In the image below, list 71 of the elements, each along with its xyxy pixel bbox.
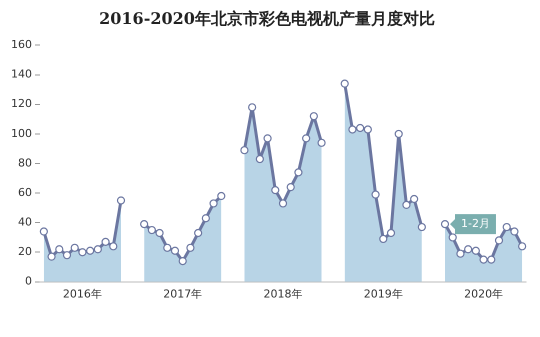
y-tick-label: 160 (10, 38, 32, 52)
point (348, 125, 357, 134)
point (448, 233, 457, 242)
point (55, 245, 64, 254)
point (209, 199, 218, 208)
point (402, 200, 411, 210)
y-tick-label: 0 (24, 274, 32, 288)
point (472, 246, 480, 255)
point (510, 227, 519, 236)
point (178, 257, 187, 266)
point (340, 80, 349, 88)
point (256, 154, 264, 164)
point (116, 196, 126, 205)
x-tick-label: 2017年 (163, 287, 202, 300)
point (456, 250, 465, 258)
x-tick-label: 2018年 (264, 287, 302, 300)
point (186, 244, 195, 252)
point (379, 234, 388, 244)
y-tick-label: 100 (10, 126, 32, 140)
point (202, 214, 210, 222)
point (317, 138, 326, 147)
point (78, 248, 87, 256)
y-tick-label: 140 (10, 68, 32, 81)
point (286, 183, 295, 192)
point (394, 130, 403, 138)
point (86, 246, 94, 255)
annotation: 1-2月 (461, 216, 490, 230)
point (240, 146, 249, 154)
point (371, 190, 380, 199)
point (302, 134, 310, 142)
point (364, 125, 372, 134)
point (155, 228, 164, 238)
x-tick-label: 2016年 (62, 287, 102, 300)
point (410, 194, 418, 204)
point (487, 256, 496, 264)
x-tick-label: 2020年 (464, 287, 504, 300)
point (94, 245, 102, 254)
point (479, 256, 488, 264)
point (163, 244, 172, 252)
point (418, 222, 426, 232)
point (70, 244, 79, 252)
point (40, 227, 48, 236)
point (140, 220, 148, 228)
y-tick-label: 120 (10, 97, 32, 110)
y-tick-label: 80 (18, 156, 32, 170)
point (502, 222, 511, 232)
point (271, 186, 280, 194)
point (310, 112, 318, 120)
point (440, 220, 450, 228)
x-tick-label: 2019年 (364, 287, 403, 300)
point (518, 242, 526, 250)
chart-title: 2016-2020年北京市彩色电视机产量月度对比 (99, 8, 435, 28)
point (294, 168, 303, 176)
point (62, 251, 72, 260)
point (494, 236, 504, 244)
point (194, 228, 202, 238)
point (101, 238, 110, 246)
y-tick-label: 60 (18, 186, 32, 199)
point (109, 242, 118, 250)
point (170, 246, 180, 255)
y-tick-label: 20 (18, 245, 32, 258)
y-tick-label: 40 (18, 216, 32, 229)
point (464, 245, 472, 254)
point (278, 199, 288, 208)
point (386, 228, 396, 238)
point (217, 192, 226, 200)
point (148, 226, 156, 234)
point (356, 124, 364, 132)
point (263, 134, 272, 142)
point (248, 103, 256, 112)
point (47, 252, 56, 261)
